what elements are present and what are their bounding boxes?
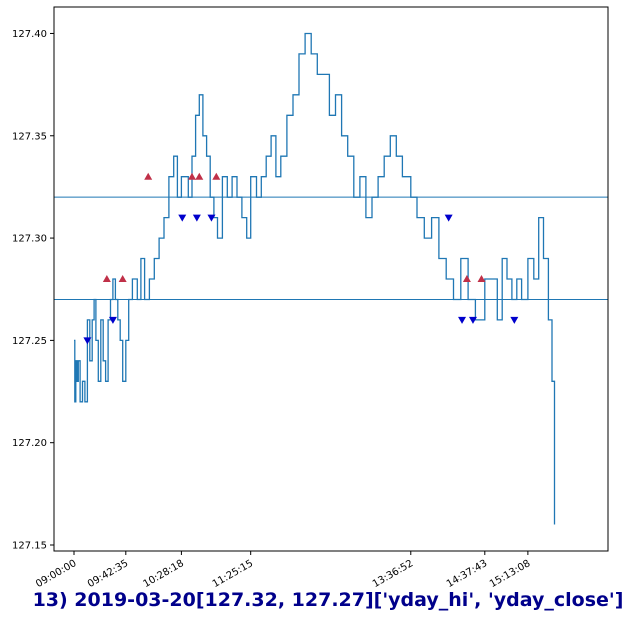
down-marker [468, 316, 477, 324]
down-marker [444, 214, 453, 222]
x-tick-label: 09:42:35 [86, 558, 130, 590]
up-marker [477, 275, 486, 282]
plot-frame [53, 6, 609, 552]
y-axis-ticks: 127.15 127.20 127.25 127.30 127.35 127.40 [12, 29, 54, 552]
down-marker [192, 214, 201, 222]
down-marker [178, 214, 187, 222]
x-tick-label: 09:00:00 [34, 558, 78, 590]
down-marker [83, 337, 92, 345]
x-axis-ticks: 09:00:00 09:42:35 10:28:18 11:25:15 13:36:52… [34, 551, 532, 590]
price-series-line [74, 32, 556, 525]
up-marker [462, 275, 471, 282]
y-tick-label: 127.20 [12, 438, 47, 449]
plot-area [54, 7, 608, 551]
chart-caption: 13) 2019-03-20[127.32, 127.27]['yday_hi'… [32, 589, 624, 611]
up-marker [187, 172, 196, 180]
up-marker [212, 172, 221, 180]
down-marker [458, 316, 467, 324]
x-tick-label: 11:25:15 [211, 558, 255, 590]
down-marker [207, 214, 216, 222]
signal-markers [83, 172, 519, 345]
down-marker [108, 316, 117, 324]
y-tick-label: 127.40 [12, 29, 47, 40]
x-tick-label: 10:28:18 [142, 558, 186, 590]
x-tick-label: 15:13:08 [488, 558, 532, 590]
up-marker [195, 172, 204, 180]
up-marker [118, 275, 127, 282]
x-tick-label: 13:36:52 [371, 558, 415, 590]
y-tick-label: 127.25 [12, 336, 47, 347]
y-tick-label: 127.15 [12, 541, 47, 552]
x-tick-label: 14:37:43 [445, 558, 489, 590]
y-tick-label: 127.30 [12, 234, 47, 245]
y-tick-label: 127.35 [12, 131, 47, 142]
up-marker [102, 275, 111, 282]
up-marker [144, 172, 153, 180]
down-marker [510, 316, 519, 324]
